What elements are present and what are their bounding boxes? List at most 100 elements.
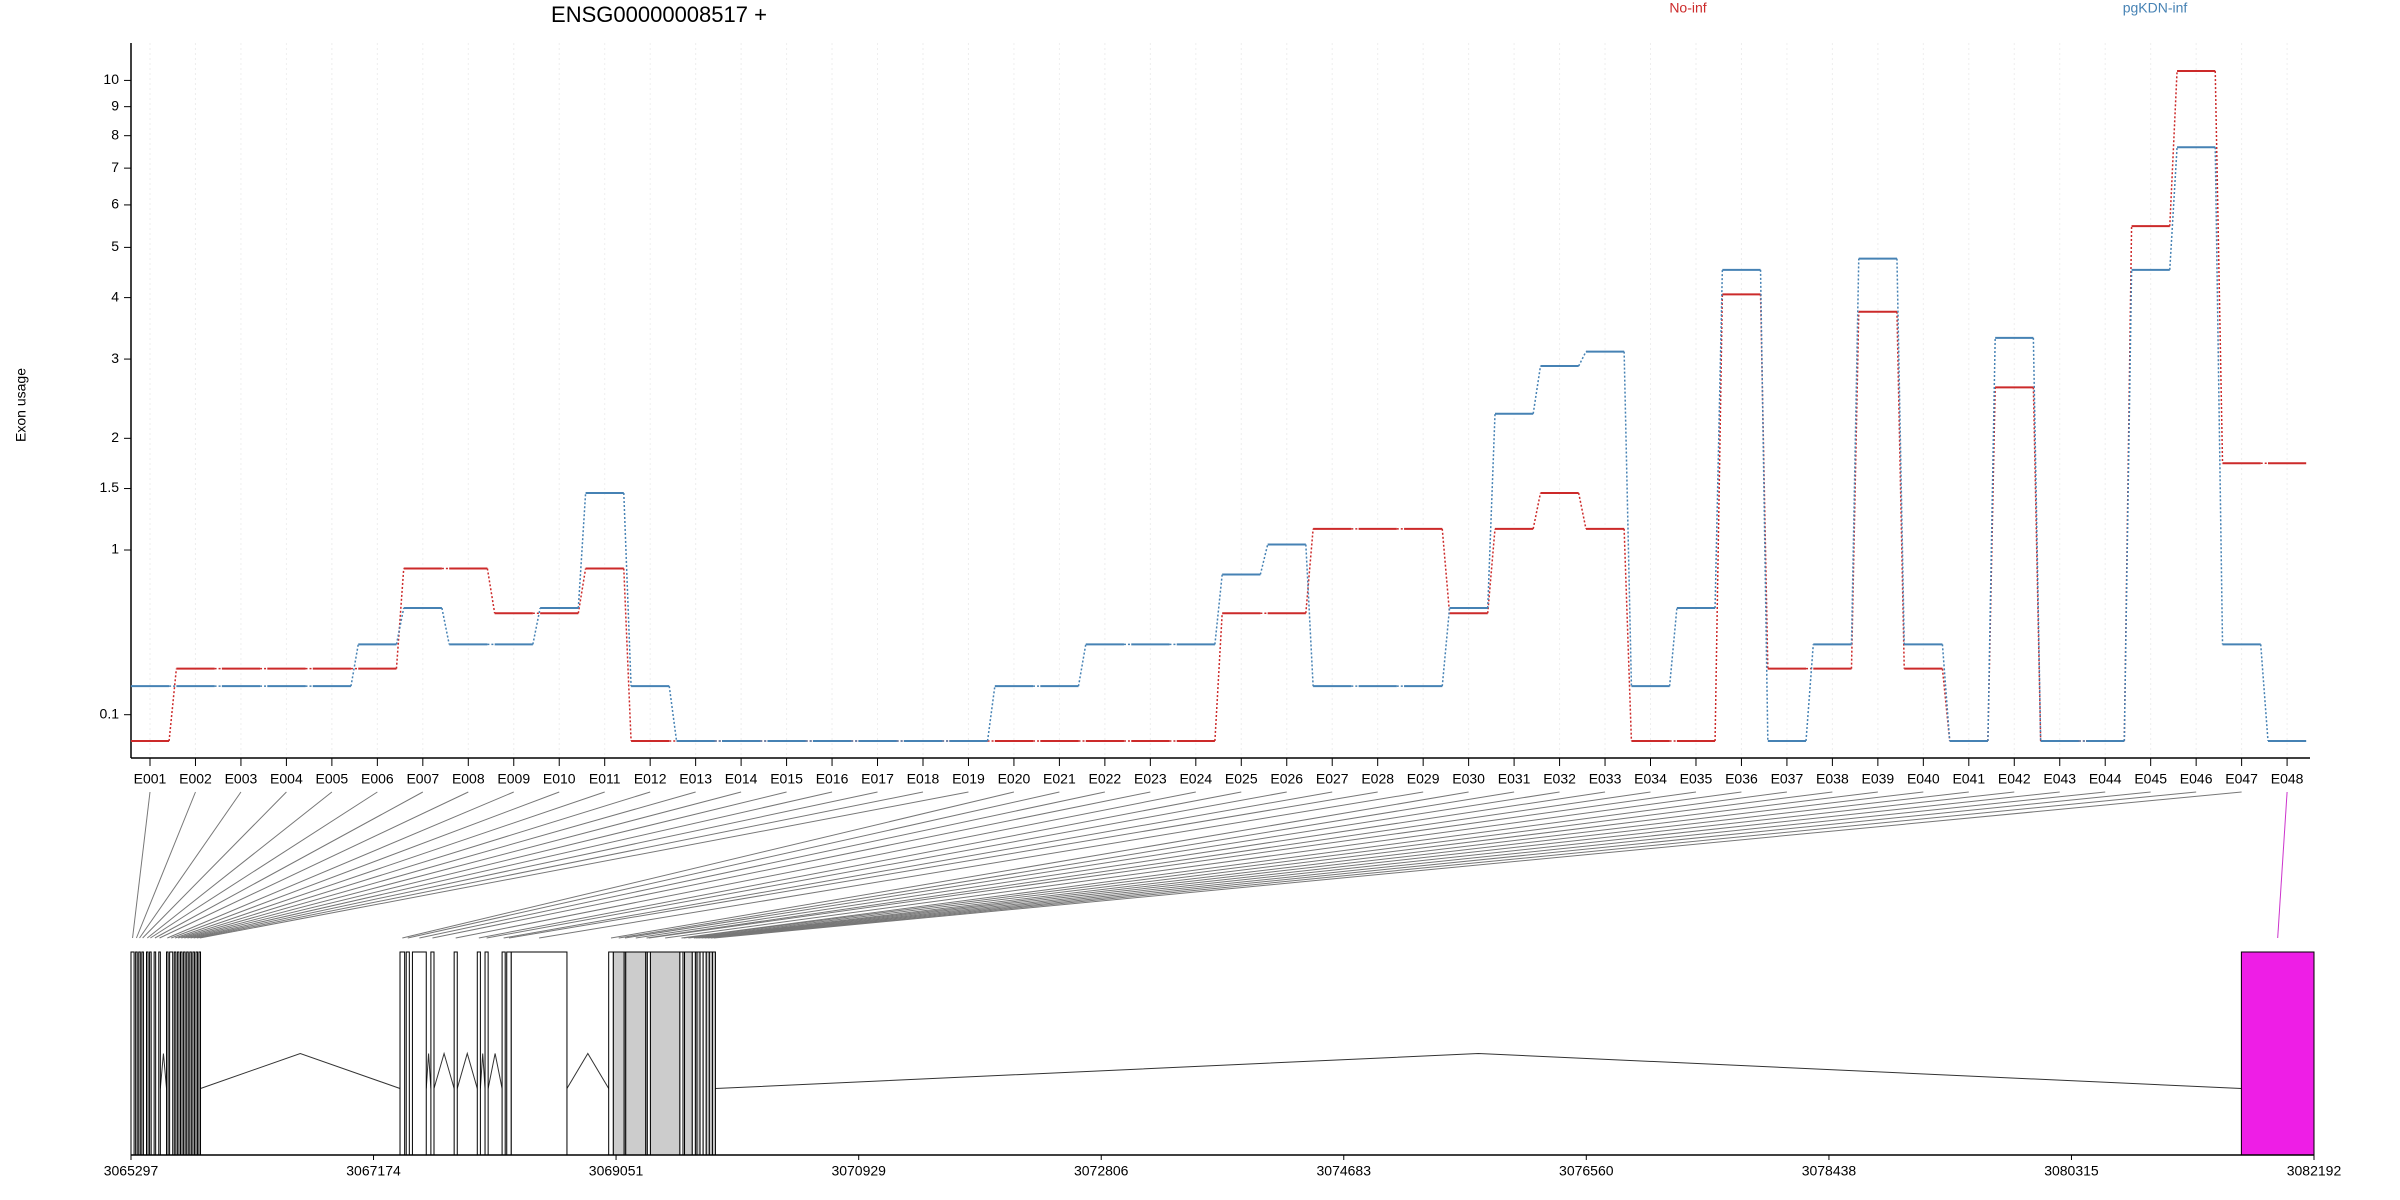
- usage-connector: [986, 686, 996, 742]
- usage-connector: [2214, 71, 2224, 464]
- x-tick-label: E022: [1089, 771, 1122, 787]
- exon-connector: [455, 791, 1196, 939]
- x-tick-label: E043: [2043, 771, 2076, 787]
- exon: [192, 951, 195, 1156]
- x-tick-label: E014: [725, 771, 758, 787]
- exon: [195, 951, 199, 1156]
- usage-connector: [1532, 492, 1542, 529]
- exon-connector: [187, 791, 787, 939]
- exon-connector: [171, 791, 560, 939]
- x-tick-label: E037: [1771, 771, 1804, 787]
- intron: [200, 1052, 401, 1089]
- usage-connector: [395, 607, 405, 645]
- usage-connector: [486, 568, 496, 614]
- x-tick-label: E031: [1498, 771, 1531, 787]
- usage-connector: [1759, 269, 1769, 741]
- usage-connector: [395, 568, 405, 669]
- exon-connector: [508, 791, 1378, 939]
- exon: [608, 951, 614, 1156]
- exon-connector: [539, 791, 1424, 939]
- exon: [2240, 951, 2315, 1156]
- y-tick-label: 10: [103, 71, 119, 87]
- exon-connector: [618, 791, 1515, 939]
- exon-connector: [419, 791, 1105, 939]
- intron: [479, 1053, 486, 1089]
- usage-connector: [1987, 337, 1996, 741]
- exon: [612, 951, 625, 1156]
- exon: [189, 951, 192, 1156]
- usage-connector: [1486, 413, 1496, 609]
- genome-tick-label: 3074683: [1317, 1163, 1372, 1179]
- x-tick-label: E025: [1225, 771, 1258, 787]
- intron: [425, 1053, 432, 1089]
- x-tick-label: E020: [998, 771, 1031, 787]
- usage-connector: [1896, 258, 1905, 645]
- exon-connector: [154, 791, 424, 939]
- genome-tick-label: 3069051: [589, 1163, 644, 1179]
- exon: [141, 951, 144, 1156]
- x-tick-label: E016: [816, 771, 849, 787]
- exon: [399, 951, 406, 1156]
- x-tick-label: E033: [1589, 771, 1622, 787]
- usage-connector: [1850, 258, 1860, 645]
- exon-connector: [688, 791, 1878, 939]
- usage-connector: [1805, 644, 1815, 742]
- x-tick-label: E048: [2271, 771, 2304, 787]
- exon: [711, 951, 716, 1156]
- x-tick-label: E042: [1998, 771, 2031, 787]
- exon-connector: [681, 791, 1787, 939]
- x-tick-label: E040: [1907, 771, 1940, 787]
- usage-connector: [1577, 492, 1587, 529]
- usage-connector: [441, 607, 450, 645]
- usage-connector: [2169, 147, 2178, 270]
- usage-connector: [1441, 607, 1451, 687]
- exon-connector: [701, 791, 2060, 939]
- usage-connector: [168, 668, 178, 742]
- usage-connector: [350, 644, 359, 687]
- chart-title: ENSG00000008517 +: [551, 2, 767, 27]
- legend-entry: No-inf: [1669, 0, 1706, 16]
- usage-connector: [1441, 528, 1451, 614]
- exon-connector: [713, 791, 2242, 939]
- exon: [484, 951, 489, 1156]
- x-tick-label: E001: [134, 771, 167, 787]
- usage-connector: [623, 492, 632, 687]
- x-tick-label: E024: [1179, 771, 1212, 787]
- genome-tick-label: 3065297: [104, 1163, 159, 1179]
- exon-connector: [190, 791, 833, 939]
- exon: [506, 951, 512, 1156]
- exon: [411, 951, 427, 1156]
- x-tick-label: E023: [1134, 771, 1167, 787]
- y-tick-label: 9: [111, 97, 119, 113]
- exon-connector: [432, 791, 1151, 939]
- exon-connector: [698, 791, 2015, 939]
- x-tick-label: E004: [270, 771, 303, 787]
- x-tick-label: E010: [543, 771, 576, 787]
- exon: [149, 951, 152, 1156]
- exon: [183, 951, 186, 1156]
- exon-connector: [707, 791, 2151, 939]
- x-tick-label: E032: [1543, 771, 1576, 787]
- intron: [433, 1051, 455, 1089]
- exon-connector: [150, 791, 378, 939]
- x-tick-label: E046: [2180, 771, 2213, 787]
- x-tick-label: E027: [1316, 771, 1349, 787]
- legend-entry: pgKDN-inf: [2123, 0, 2188, 16]
- exon-connector: [174, 791, 605, 939]
- x-tick-label: E028: [1361, 771, 1394, 787]
- y-tick-label: 7: [111, 159, 119, 175]
- intron: [456, 1051, 478, 1089]
- y-axis-label: Exon usage: [13, 368, 29, 442]
- usage-connector: [2032, 387, 2042, 741]
- exon: [649, 951, 681, 1156]
- x-tick-label: E039: [1862, 771, 1895, 787]
- exon: [158, 951, 161, 1156]
- exon-connector: [159, 791, 469, 939]
- x-tick-label: E012: [634, 771, 667, 787]
- exon-connector: [178, 791, 651, 939]
- usage-connector: [1759, 294, 1769, 669]
- exon: [501, 951, 506, 1156]
- y-tick-label: 2: [111, 429, 119, 445]
- usage-connector: [1532, 365, 1542, 414]
